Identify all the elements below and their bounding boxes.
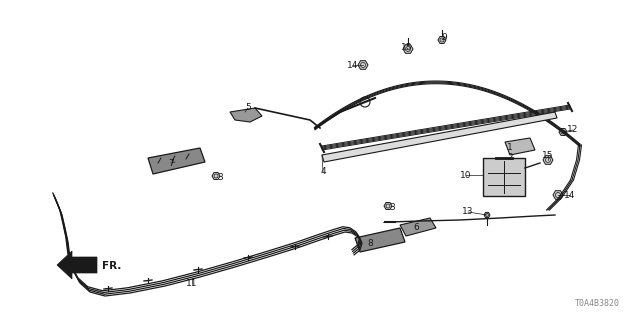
Text: 6: 6 [413,223,419,233]
Text: 14: 14 [348,60,358,69]
Text: 13: 13 [462,207,474,217]
Polygon shape [559,129,567,135]
Polygon shape [505,138,535,155]
Polygon shape [400,218,436,236]
Polygon shape [148,148,205,174]
Text: 2: 2 [507,154,513,163]
Polygon shape [543,156,553,164]
Polygon shape [57,251,97,279]
Polygon shape [230,108,262,122]
Text: 15: 15 [401,44,413,52]
Text: 9: 9 [441,34,447,43]
Text: 11: 11 [186,279,198,289]
Text: 10: 10 [460,171,472,180]
Polygon shape [384,203,392,210]
Polygon shape [355,228,405,252]
Text: 1: 1 [507,143,513,153]
Text: FR.: FR. [102,261,122,271]
Polygon shape [322,112,557,162]
FancyBboxPatch shape [483,158,525,196]
Polygon shape [438,36,446,44]
Text: 14: 14 [564,190,576,199]
Text: 8: 8 [367,239,373,249]
Text: 7: 7 [168,158,174,167]
Text: 4: 4 [320,167,326,177]
Polygon shape [553,191,563,199]
Polygon shape [212,172,220,180]
Polygon shape [484,212,490,218]
Polygon shape [358,61,368,69]
Polygon shape [403,45,413,53]
Text: 12: 12 [567,125,579,134]
Text: 3: 3 [389,203,395,212]
Text: T0A4B3820: T0A4B3820 [575,299,620,308]
Text: 3: 3 [217,173,223,182]
Text: 5: 5 [245,103,251,113]
Text: 15: 15 [542,150,554,159]
